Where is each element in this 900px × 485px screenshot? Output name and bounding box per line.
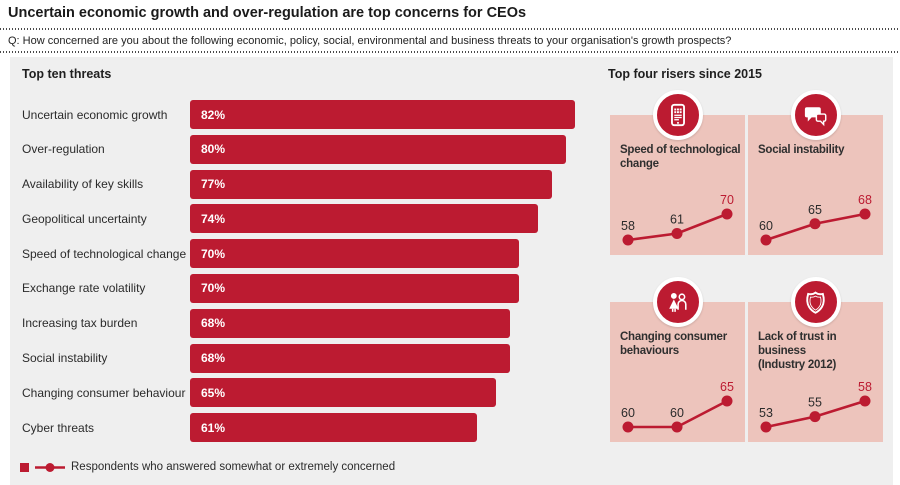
bar-category-label: Uncertain economic growth — [22, 107, 168, 122]
bar-category-label: Social instability — [22, 351, 108, 366]
legend-label: Respondents who answered somewhat or ext… — [71, 461, 396, 473]
bar-row: Over-regulation 80% — [22, 134, 575, 164]
riser-card: Speed of technological change 58 61 70 — [610, 90, 745, 255]
riser-card-title: Speed of technological change — [620, 144, 741, 170]
bar-category-label: Increasing tax burden — [22, 316, 138, 331]
riser-card-title: Changing consumer behaviours — [620, 331, 727, 357]
bar-value-label: 74% — [201, 211, 226, 226]
data-point — [760, 421, 772, 433]
data-point-label: 65 — [720, 380, 734, 394]
data-point-label: 55 — [808, 396, 822, 410]
data-point-label: 61 — [670, 213, 684, 227]
threats-heading: Top ten threats — [22, 67, 112, 81]
data-point-label: 60 — [670, 406, 684, 420]
bar: 70% — [190, 273, 519, 303]
bar-value-label: 70% — [201, 246, 226, 261]
bar-row: Exchange rate volatility 70% — [22, 273, 575, 303]
data-point — [622, 234, 634, 246]
bar: 68% — [190, 343, 510, 373]
riser-line-chart: 53 55 58 — [759, 380, 872, 433]
bar-row: Speed of technological change 70% — [22, 239, 575, 269]
legend-line-marker — [35, 462, 65, 472]
bar-category-label: Over-regulation — [22, 142, 105, 157]
bar-value-label: 61% — [201, 420, 226, 435]
data-point-label: 68 — [858, 193, 872, 207]
bar: 61% — [190, 413, 477, 443]
data-point — [721, 395, 733, 407]
speech-bubbles-icon — [790, 90, 841, 140]
bar-category-label: Speed of technological change — [22, 246, 187, 261]
dotted-divider — [0, 28, 900, 30]
data-point-label: 65 — [808, 203, 822, 217]
phone-icon — [652, 90, 703, 140]
riser-line-chart: 60 65 68 — [759, 193, 872, 246]
bar: 74% — [190, 204, 538, 234]
bar-row: Increasing tax burden 68% — [22, 308, 575, 338]
legend: Respondents who answered somewhat or ext… — [20, 461, 395, 473]
bar-value-label: 65% — [201, 385, 226, 400]
threats-bar-list: Uncertain economic growth 82% Over-regulat… — [22, 100, 576, 448]
bar: 77% — [190, 169, 552, 199]
bar-row: Changing consumer behaviour 65% — [22, 378, 575, 408]
bar: 80% — [190, 134, 566, 164]
bar-value-label: 70% — [201, 281, 226, 296]
bar-row: Uncertain economic growth 82% — [22, 100, 576, 129]
bar-value-label: 68% — [201, 351, 226, 366]
data-point — [760, 234, 772, 246]
data-point-label: 60 — [621, 406, 635, 420]
legend-square-swatch — [20, 462, 29, 472]
page-title: Uncertain economic growth and over-regul… — [8, 5, 527, 21]
bar-category-label: Exchange rate volatility — [22, 281, 146, 296]
riser-line-chart: 60 60 65 — [621, 380, 734, 433]
riser-card-title: Lack of trust in business (Industry 2012… — [758, 331, 837, 371]
bar: 82% — [190, 100, 576, 129]
riser-card: Lack of trust in business (Industry 2012… — [748, 277, 883, 442]
bar-value-label: 68% — [201, 316, 226, 331]
survey-question: Q: How concerned are you about the follo… — [8, 35, 732, 47]
dotted-divider — [0, 51, 900, 53]
riser-card-title: Social instability — [758, 144, 845, 156]
bar-category-label: Geopolitical uncertainty — [22, 211, 147, 226]
data-point-label: 53 — [759, 406, 773, 420]
bar-value-label: 82% — [201, 107, 226, 122]
data-point-label: 58 — [621, 219, 635, 233]
data-point — [809, 411, 821, 423]
data-point — [721, 208, 733, 220]
bar-row: Cyber threats 61% — [22, 413, 575, 443]
risers-heading: Top four risers since 2015 — [608, 67, 762, 81]
people-icon — [652, 277, 703, 327]
bar-category-label: Changing consumer behaviour — [22, 385, 186, 400]
chart-panel: Top ten threats Uncertain economic growt… — [10, 57, 893, 485]
riser-card: Social instability 60 65 68 — [748, 90, 883, 255]
riser-line-chart: 58 61 70 — [621, 193, 734, 246]
bar-row: Social instability 68% — [22, 343, 575, 373]
bar: 68% — [190, 308, 510, 338]
bar-value-label: 80% — [201, 142, 226, 157]
data-point — [671, 228, 683, 239]
data-point-label: 70 — [720, 193, 734, 207]
data-point — [671, 421, 683, 433]
riser-card: Changing consumer behaviours 60 60 65 — [610, 277, 745, 442]
data-point — [809, 218, 821, 230]
risers-grid: Speed of technological change 58 61 70 Socia… — [610, 90, 883, 442]
bar-value-label: 77% — [201, 177, 226, 192]
bar-row: Geopolitical uncertainty 74% — [22, 204, 575, 234]
data-point — [859, 395, 871, 407]
shield-icon — [790, 277, 841, 327]
bar: 65% — [190, 378, 496, 408]
data-point-label: 58 — [858, 380, 872, 394]
bar: 70% — [190, 239, 519, 269]
data-point — [859, 208, 871, 220]
data-point-label: 60 — [759, 219, 773, 233]
bar-category-label: Cyber threats — [22, 420, 95, 435]
bar-category-label: Availability of key skills — [22, 177, 144, 192]
bar-row: Availability of key skills 77% — [22, 169, 575, 199]
data-point — [622, 421, 634, 433]
